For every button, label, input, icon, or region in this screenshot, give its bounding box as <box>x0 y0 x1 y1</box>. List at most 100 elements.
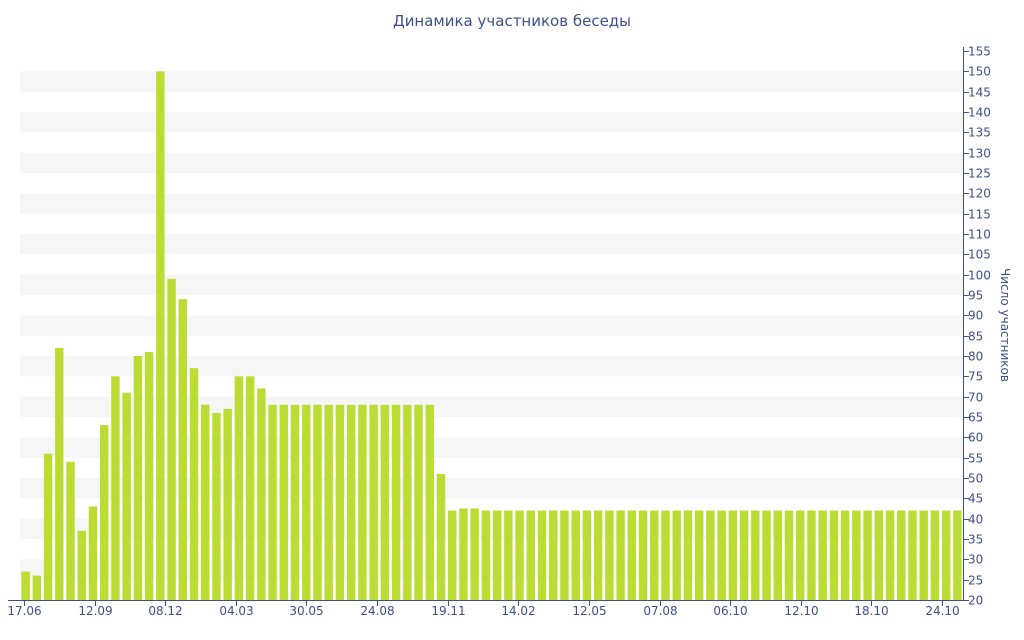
x-tick-label: 12.10 <box>784 604 818 618</box>
y-tick-label: 110 <box>968 228 991 242</box>
x-tick-label: 12.05 <box>572 604 606 618</box>
bar <box>313 404 322 600</box>
bar <box>638 510 648 600</box>
y-tick-label: 35 <box>968 533 983 547</box>
bar <box>593 510 603 600</box>
bar <box>784 510 794 600</box>
y-tick-label: 130 <box>968 147 991 161</box>
bar <box>807 510 816 600</box>
y-tick-label: 140 <box>968 106 991 120</box>
y-tick-label: 155 <box>968 45 991 59</box>
y-axis-ticks: 20 25 30 35 40 45 50 55 60 65 70 75 80 85 90 95 100 105 11… <box>963 45 991 608</box>
y-tick-label: 150 <box>968 65 991 79</box>
y-tick-label: 30 <box>968 553 983 567</box>
y-tick-label: 40 <box>968 513 983 527</box>
bar <box>448 510 457 600</box>
bar <box>32 575 42 600</box>
bar <box>257 388 266 600</box>
bar <box>796 510 805 600</box>
bar <box>335 404 345 600</box>
bar <box>852 510 861 600</box>
x-tick-label: 12.09 <box>78 604 112 618</box>
grid-band <box>20 315 963 336</box>
y-tick-label: 145 <box>968 86 991 100</box>
bar <box>178 299 187 600</box>
bar <box>470 508 479 600</box>
grid-band <box>20 396 963 417</box>
bar <box>582 510 592 600</box>
bar <box>897 510 906 600</box>
bar <box>88 506 98 600</box>
bar <box>55 347 64 600</box>
bar <box>414 404 423 600</box>
bar <box>144 351 154 600</box>
grid-band <box>20 518 963 539</box>
bar <box>751 510 760 600</box>
y-tick-label: 70 <box>968 391 983 405</box>
bar <box>650 510 659 600</box>
y-tick-label: 90 <box>968 309 983 323</box>
bar <box>358 404 367 600</box>
bar <box>571 510 580 600</box>
grid-band <box>20 71 963 92</box>
bar <box>818 510 827 600</box>
bar <box>762 510 771 600</box>
bar <box>212 412 221 600</box>
bar <box>930 510 940 600</box>
grid-band <box>20 234 963 255</box>
bar <box>694 510 704 600</box>
bar <box>661 510 670 600</box>
bar <box>627 510 637 600</box>
bar <box>21 571 30 600</box>
bar <box>77 530 86 600</box>
y-tick-label: 75 <box>968 370 983 384</box>
bar <box>302 404 311 600</box>
bar <box>908 510 917 600</box>
y-tick-label: 95 <box>968 289 983 303</box>
y-tick-label: 100 <box>968 269 991 283</box>
y-tick-label: 85 <box>968 330 983 344</box>
bar <box>863 510 872 600</box>
y-tick-label: 105 <box>968 248 991 262</box>
grid-bands <box>20 71 963 580</box>
y-tick-label: 115 <box>968 208 991 222</box>
bar <box>549 510 558 600</box>
grid-band <box>20 356 963 377</box>
grid-band <box>20 274 963 295</box>
y-tick-label: 135 <box>968 126 991 140</box>
x-tick-label: 04.03 <box>219 604 253 618</box>
x-tick-label: 14.02 <box>501 604 535 618</box>
grid-band <box>20 559 963 580</box>
y-tick-label: 25 <box>968 574 983 588</box>
bar <box>560 510 569 600</box>
x-tick-label: 06.10 <box>713 604 747 618</box>
bar <box>324 404 333 600</box>
x-tick-label: 24.10 <box>925 604 959 618</box>
chart-title: Динамика участников беседы <box>392 12 632 30</box>
bar <box>717 510 726 600</box>
bar <box>156 71 165 600</box>
bar <box>537 510 547 600</box>
bar <box>290 404 300 600</box>
bar <box>133 356 143 600</box>
bar <box>245 376 255 600</box>
grid-band <box>20 478 963 499</box>
bar <box>380 404 390 600</box>
grid-band <box>20 193 963 214</box>
bar <box>515 510 524 600</box>
bar <box>391 404 401 600</box>
bar <box>504 510 513 600</box>
y-axis-title: Число участников <box>998 268 1012 382</box>
bar <box>234 376 244 600</box>
bar <box>66 461 75 600</box>
bar <box>481 510 491 600</box>
x-tick-label: 19.11 <box>431 604 465 618</box>
bar <box>739 510 749 600</box>
bar <box>672 510 681 600</box>
bar <box>369 404 378 600</box>
bars <box>21 71 962 600</box>
bar <box>268 404 277 600</box>
y-tick-label: 50 <box>968 472 983 486</box>
bar <box>459 508 468 600</box>
grid-band <box>20 152 963 173</box>
